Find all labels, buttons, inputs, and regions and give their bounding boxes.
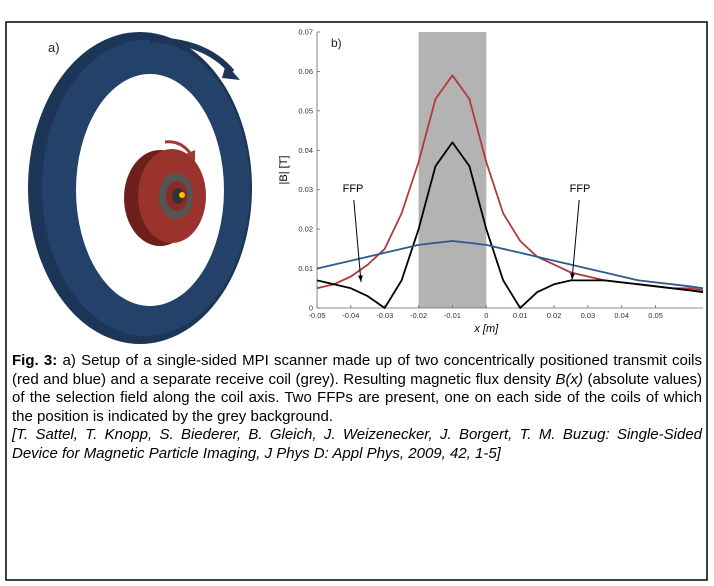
red-arrowhead: [186, 150, 195, 162]
annotation-arrow: [353, 199, 362, 283]
reference-text: [T. Sattel, T. Knopp, S. Biederer, B. Gl…: [12, 426, 702, 462]
ffp-dot: [179, 192, 185, 198]
figure-border: [5, 21, 708, 581]
data-line: [316, 141, 704, 309]
x-tick-label: 0.02: [547, 311, 562, 320]
caption-formula: B(x): [555, 370, 583, 388]
x-tick-label: -0.03: [376, 311, 393, 320]
annotation-arrowhead: [570, 273, 575, 280]
y-tick-label: 0.01: [298, 264, 313, 273]
y-tick-label: 0: [309, 304, 313, 313]
x-tick-label: -0.01: [444, 311, 461, 320]
y-tick-label: 0.03: [298, 185, 313, 194]
annotation-arrowhead: [358, 275, 363, 282]
x-axis-label: x [m]: [473, 323, 499, 335]
x-tick-label: -0.02: [410, 311, 427, 320]
annotation-arrow: [571, 199, 580, 281]
y-axis-label: |B| [T]: [278, 156, 290, 185]
blue-arrowhead: [222, 64, 240, 80]
x-tick-label: -0.04: [342, 311, 359, 320]
x-tick-label: 0.03: [581, 311, 596, 320]
coil-core: [172, 188, 184, 204]
data-line: [316, 74, 704, 292]
caption-body: (absolute values) of the selection field…: [12, 370, 702, 425]
caption-label: Fig. 3:: [12, 352, 58, 369]
coil-illustration: [28, 32, 252, 344]
y-tick-label: 0.06: [298, 67, 313, 76]
caption-reference: [T. Sattel, T. Knopp, S. Biederer, B. Gl…: [12, 426, 702, 463]
caption: Fig. 3: a) Setup of a single-sided MPI s…: [12, 352, 702, 464]
y-tick-label: 0.04: [298, 146, 313, 155]
y-tick-label: 0.02: [298, 225, 313, 234]
y-tick-label: 0.05: [298, 106, 313, 115]
y-tick-label: 0.07: [298, 28, 313, 37]
x-tick-label: 0: [484, 311, 488, 320]
chart: 0 0.01 0.02 0.03 0.04 0.05 0.06 0.07 -0.05 -0.04 -…: [278, 28, 704, 335]
panel-label: a): [48, 40, 60, 55]
panel-label: b): [331, 36, 342, 50]
data-line: [316, 240, 704, 290]
caption-body: a) Setup of a single-sided MPI scanner m…: [12, 352, 702, 388]
x-tick-label: 0.04: [614, 311, 629, 320]
x-tick-label: 0.05: [648, 311, 663, 320]
annotation: FFP: [570, 183, 591, 195]
annotation: FFP: [343, 183, 364, 195]
shaded-region: [418, 32, 487, 308]
caption-text: Fig. 3: a) Setup of a single-sided MPI s…: [12, 352, 702, 426]
x-tick-label: 0.01: [513, 311, 528, 320]
x-tick-label: -0.05: [308, 311, 325, 320]
